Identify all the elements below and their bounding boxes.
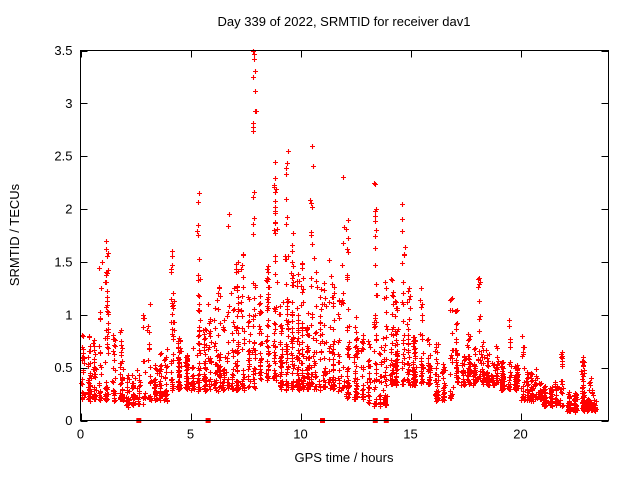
y-tick-label: 3.5 [54, 43, 72, 58]
axis-ticks [80, 50, 609, 422]
scatter-points [79, 49, 599, 415]
y-tick-label: 1.5 [54, 254, 72, 269]
y-tick-label: 2.5 [54, 149, 72, 164]
y-axis-label: SRMTID / TECUs [7, 183, 22, 286]
x-tick-label: 10 [293, 427, 307, 442]
plot-border [80, 50, 609, 421]
x-axis-label: GPS time / hours [295, 450, 394, 465]
x-tick-label: 15 [403, 427, 417, 442]
x-tick-label: 5 [187, 427, 194, 442]
y-tick-label: 3 [65, 96, 72, 111]
x-tick-label: 20 [513, 427, 527, 442]
y-tick-label: 0.5 [54, 360, 72, 375]
tick-labels: 0 5 10 15 20 0 0.5 1 1.5 2 2.5 3 3.5 [54, 43, 527, 442]
chart-title: Day 339 of 2022, SRMTID for receiver dav… [218, 14, 471, 29]
y-tick-label: 0 [65, 413, 72, 428]
y-tick-label: 1 [65, 307, 72, 322]
x-tick-label: 0 [77, 427, 84, 442]
y-tick-label: 2 [65, 202, 72, 217]
